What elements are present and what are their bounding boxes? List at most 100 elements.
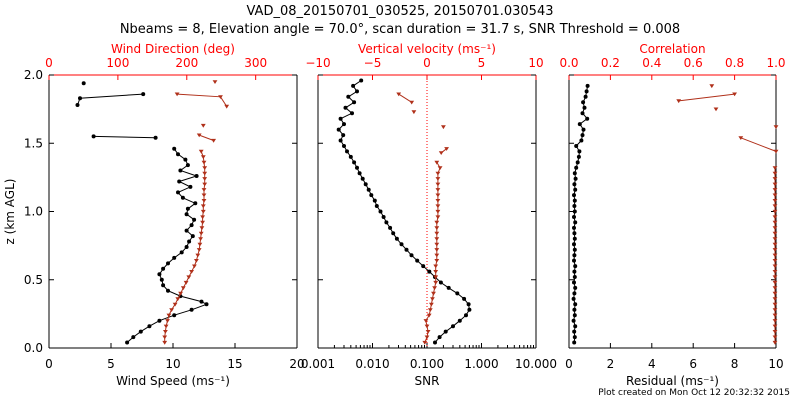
- x-tick-label: 4: [648, 357, 656, 371]
- data-point-1-bottom: [185, 206, 190, 211]
- data-point-2-top: [433, 280, 439, 285]
- plot-footnote: Plot created on Mon Oct 12 20:32:32 2015: [598, 388, 790, 398]
- data-point-3-top: [772, 275, 778, 280]
- x-tick-label: 5: [107, 357, 115, 371]
- data-point-1-bottom: [91, 134, 96, 139]
- data-point-3-bottom: [572, 231, 577, 236]
- data-point-2-bottom: [360, 176, 365, 181]
- data-point-1-top: [199, 226, 205, 231]
- data-point-3-bottom: [572, 242, 576, 247]
- data-point-1-bottom: [138, 329, 143, 334]
- chart-subtitle: Nbeams = 8, Elevation angle = 70.0°, sca…: [119, 22, 681, 37]
- data-point-1-top: [163, 330, 168, 334]
- data-point-1-bottom: [161, 266, 166, 271]
- data-point-2-top: [429, 302, 434, 307]
- y-tick-label: 1.0: [24, 205, 43, 219]
- data-point-1-top: [169, 308, 174, 312]
- x-axis-label-3: Residual (ms⁻¹): [626, 374, 719, 388]
- data-point-2-bottom: [374, 204, 379, 208]
- data-point-3-top: [772, 215, 778, 220]
- data-point-1-bottom: [177, 179, 182, 184]
- data-point-2-top: [423, 319, 429, 323]
- data-point-2-bottom: [378, 209, 383, 214]
- top-tick-label: 0.0: [559, 56, 578, 70]
- data-point-2-bottom: [366, 187, 371, 192]
- data-point-1-top: [200, 209, 206, 214]
- data-point-1-bottom: [172, 313, 177, 318]
- data-point-3-top: [772, 264, 778, 269]
- data-point-3-bottom: [573, 220, 578, 225]
- data-point-2-top: [396, 92, 402, 97]
- data-point-1-bottom: [125, 340, 130, 345]
- data-point-2-bottom: [342, 144, 346, 148]
- data-point-3-bottom: [573, 324, 578, 329]
- data-point-1-top: [201, 199, 207, 203]
- top-axis-label-2: Vertical velocity (ms⁻¹): [358, 42, 496, 56]
- data-point-3-bottom: [573, 302, 578, 307]
- data-point-2-bottom: [341, 133, 346, 138]
- data-point-1-bottom: [157, 318, 162, 323]
- series-line-2-top: [424, 162, 441, 343]
- top-tick-label: 0.6: [684, 56, 703, 70]
- data-point-3-bottom: [572, 253, 577, 258]
- data-point-3-top: [772, 319, 778, 323]
- data-point-3-top: [772, 335, 778, 340]
- data-point-2-bottom: [363, 182, 368, 187]
- data-point-1-top: [192, 264, 197, 269]
- top-tick-label: 5: [478, 56, 486, 70]
- x-tick-label: 0.100: [410, 357, 444, 371]
- data-point-2-top: [434, 242, 440, 247]
- data-point-2-bottom: [350, 111, 354, 116]
- data-point-1-top: [198, 231, 204, 236]
- data-point-2-bottom: [355, 89, 359, 94]
- data-point-1-top: [202, 182, 208, 187]
- data-point-3-bottom: [581, 127, 586, 132]
- data-point-1-bottom: [78, 96, 82, 101]
- data-point-2-bottom: [336, 127, 341, 132]
- data-point-3-bottom: [584, 89, 589, 94]
- data-point-1-bottom: [189, 223, 194, 228]
- data-point-2-top: [432, 286, 437, 291]
- data-point-3-bottom: [580, 133, 585, 138]
- data-point-2-bottom: [467, 307, 472, 312]
- data-point-3-top: [772, 259, 778, 263]
- data-point-2-bottom: [457, 318, 462, 323]
- data-point-3-top: [772, 297, 778, 302]
- data-point-3-bottom: [572, 225, 576, 230]
- top-tick-label: 0: [45, 56, 53, 70]
- data-point-3-bottom: [572, 340, 577, 345]
- data-point-2-top: [422, 340, 428, 345]
- data-point-1-top: [183, 280, 189, 285]
- chart-title: VAD_08_20150701_030525, 20150701.030543: [246, 4, 554, 19]
- data-point-1-top: [200, 220, 205, 225]
- x-tick-label: 0.001: [301, 357, 335, 371]
- data-point-3-bottom: [576, 154, 581, 159]
- data-point-2-bottom: [351, 83, 356, 88]
- data-point-2-top: [435, 171, 441, 176]
- data-point-2-top: [433, 270, 439, 274]
- data-point-2-bottom: [443, 329, 448, 334]
- data-point-1-top: [218, 95, 223, 99]
- data-point-2-top: [434, 237, 440, 241]
- data-point-3-top: [772, 209, 778, 214]
- data-point-2-top: [435, 199, 441, 203]
- data-point-2-bottom: [355, 165, 359, 170]
- data-point-1-top: [198, 237, 203, 241]
- data-point-3-bottom: [582, 105, 587, 110]
- data-point-1-top: [163, 324, 169, 329]
- data-point-3-top: [772, 330, 778, 334]
- data-point-3-bottom: [572, 171, 577, 176]
- data-point-3-top: [773, 125, 779, 130]
- data-point-3-top: [772, 291, 778, 296]
- data-point-2-top: [444, 147, 449, 151]
- data-point-3-bottom: [572, 193, 576, 198]
- data-point-1-top: [189, 270, 194, 274]
- data-point-3-bottom: [572, 313, 577, 318]
- data-point-3-top: [772, 204, 778, 209]
- x-tick-label: 1.000: [464, 357, 498, 371]
- x-tick-label: 2: [607, 357, 615, 371]
- data-point-1-bottom: [187, 239, 192, 244]
- data-point-3-bottom: [572, 335, 577, 340]
- data-point-3-top: [709, 84, 715, 89]
